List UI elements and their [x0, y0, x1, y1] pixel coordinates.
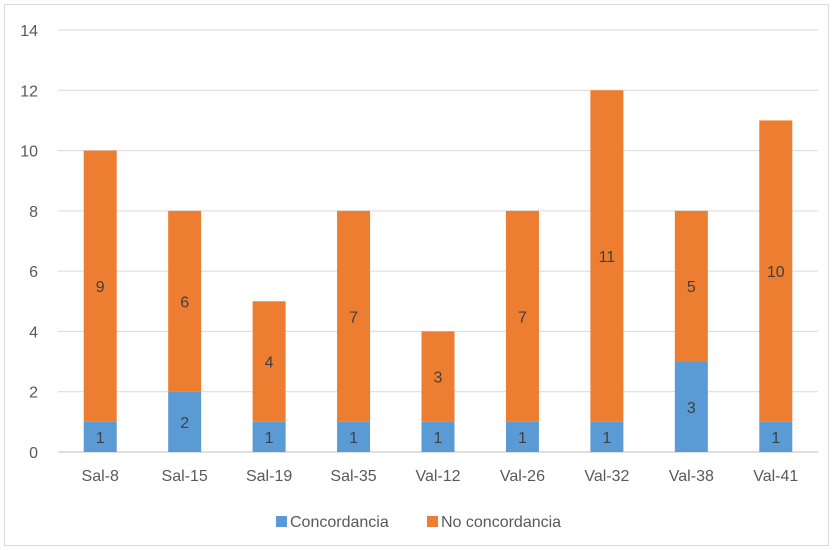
bar-segment: [421, 421, 455, 452]
bar-segment: [252, 421, 286, 452]
x-axis-ticks: Sal-8 Sal-15 Sal-19 Sal-35 Val-12 Val-26 Val-3…: [82, 468, 799, 485]
data-label: 11: [599, 249, 616, 266]
data-label: 3: [434, 370, 443, 387]
x-tick-label: Val-41: [753, 468, 798, 485]
data-label: 1: [602, 430, 611, 447]
bar-segment: [674, 361, 708, 452]
x-tick-label: Val-12: [415, 468, 460, 485]
legend-swatch: [427, 516, 438, 527]
bar-segment: [759, 421, 793, 452]
bar-segment: [168, 391, 202, 452]
data-label: 9: [96, 279, 105, 296]
data-label: 1: [771, 430, 780, 447]
bar-segment: [337, 210, 371, 422]
y-tick-label: 10: [20, 144, 38, 161]
data-label: 10: [767, 264, 785, 281]
x-tick-label: Val-26: [500, 468, 545, 485]
y-axis-ticks: 0 2 4 6 8 10 12 14: [20, 23, 38, 462]
data-label: 1: [96, 430, 105, 447]
y-tick-label: 12: [20, 83, 38, 100]
data-label: 6: [180, 294, 189, 311]
data-label: 1: [434, 430, 443, 447]
data-label: 1: [265, 430, 274, 447]
bar-segment: [674, 210, 708, 362]
bar-segment: [337, 421, 371, 452]
x-tick-label: Val-32: [584, 468, 629, 485]
bar-segment: [505, 421, 539, 452]
legend: Concordancia No concordancia: [276, 514, 561, 531]
data-label: 7: [349, 309, 358, 326]
data-label: 4: [265, 355, 274, 372]
y-tick-label: 4: [29, 324, 38, 341]
bar-segment: [590, 421, 624, 452]
data-label: 3: [687, 400, 696, 417]
data-label: 7: [518, 309, 527, 326]
legend-label: No concordancia: [441, 514, 561, 531]
x-tick-label: Sal-8: [82, 468, 119, 485]
bar-segment: [759, 120, 793, 422]
bar-segment: [83, 421, 117, 452]
x-tick-label: Sal-19: [246, 468, 292, 485]
legend-swatch: [276, 516, 287, 527]
y-tick-label: 0: [29, 445, 38, 462]
x-tick-label: Val-38: [669, 468, 714, 485]
data-label: 1: [518, 430, 527, 447]
y-tick-label: 8: [29, 204, 38, 221]
data-label: 5: [687, 279, 696, 296]
legend-label: Concordancia: [290, 514, 389, 531]
x-tick-label: Sal-15: [162, 468, 208, 485]
data-label: 2: [180, 415, 189, 432]
data-label: 1: [349, 430, 358, 447]
y-tick-label: 2: [29, 385, 38, 402]
y-tick-label: 14: [20, 23, 38, 40]
bar-segment: [168, 210, 202, 392]
bar-segment: [252, 301, 286, 422]
bar-segment: [505, 210, 539, 422]
bar-segment: [421, 331, 455, 422]
bar-segment: [590, 90, 624, 422]
y-tick-label: 6: [29, 264, 38, 281]
bar-segment: [83, 150, 117, 422]
x-tick-label: Sal-35: [330, 468, 376, 485]
